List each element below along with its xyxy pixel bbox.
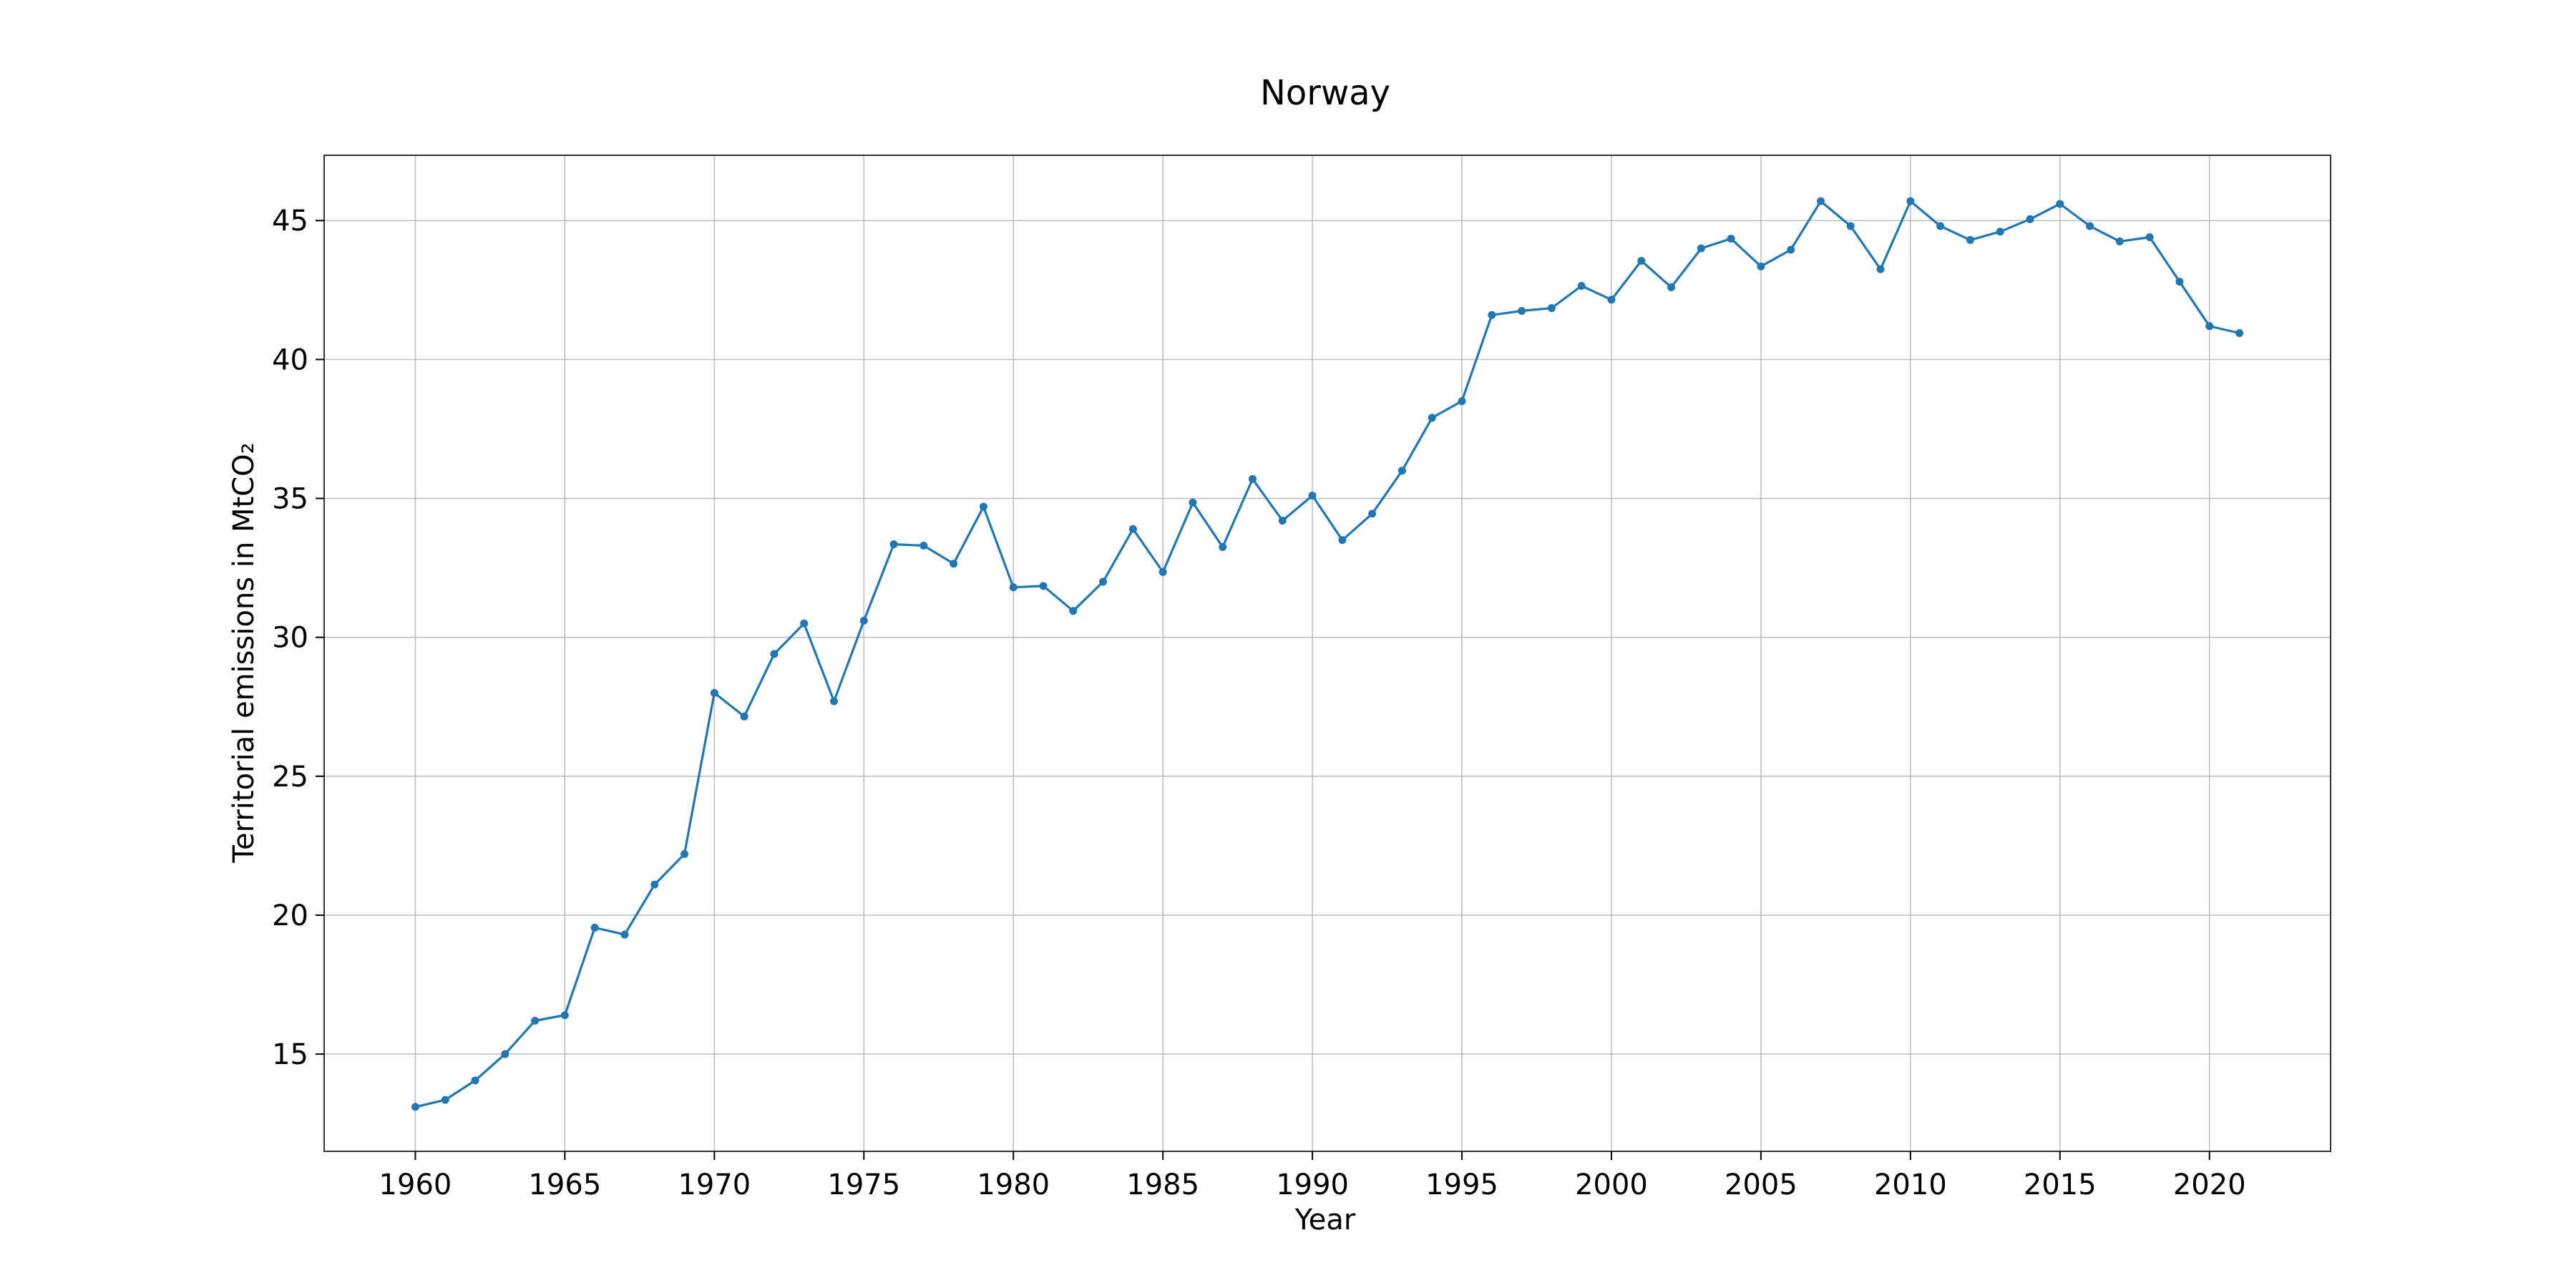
- data-point: [1817, 197, 1825, 205]
- data-point: [2086, 222, 2094, 230]
- data-point: [531, 1017, 540, 1025]
- data-point: [560, 1011, 569, 1020]
- data-point: [1876, 265, 1885, 273]
- y-tick-label: 15: [272, 1038, 308, 1071]
- x-tick-label: 1990: [1276, 1169, 1349, 1201]
- x-tick-label: 2015: [2024, 1169, 2097, 1201]
- data-point: [1787, 245, 1795, 254]
- data-point: [1278, 517, 1287, 525]
- grid: [324, 155, 2331, 1151]
- y-tick-label: 45: [272, 205, 308, 238]
- data-point: [1966, 235, 1974, 244]
- data-point: [2056, 200, 2064, 208]
- x-tick-label: 1960: [379, 1169, 452, 1201]
- x-tick-label: 2005: [1724, 1169, 1797, 1201]
- series-layer: [411, 197, 2244, 1111]
- data-point: [1697, 244, 1705, 253]
- data-point: [1936, 222, 1945, 230]
- data-point: [471, 1076, 479, 1085]
- data-point: [859, 616, 868, 625]
- x-axis-label: Year: [1294, 1204, 1356, 1236]
- y-tick-label: 20: [272, 899, 308, 932]
- data-point: [770, 650, 779, 658]
- data-point: [1069, 607, 1078, 615]
- data-point: [950, 560, 958, 568]
- x-tick-label: 1975: [827, 1169, 900, 1201]
- data-point: [800, 619, 809, 628]
- data-point: [889, 540, 898, 549]
- data-point: [1996, 228, 2004, 236]
- y-tick-label: 35: [272, 483, 308, 516]
- data-point: [1577, 281, 1586, 290]
- data-point: [979, 502, 987, 511]
- data-point: [620, 930, 629, 939]
- x-tick-label: 1985: [1126, 1169, 1199, 1201]
- data-point: [650, 880, 659, 889]
- chart-title: Norway: [1260, 73, 1390, 113]
- data-point: [1099, 577, 1108, 586]
- y-tick-label: 40: [272, 343, 308, 376]
- data-point: [2205, 322, 2214, 331]
- data-point: [1458, 397, 1466, 406]
- data-point: [1397, 467, 1406, 475]
- data-point: [2145, 233, 2154, 242]
- x-tick-label: 2020: [2173, 1169, 2246, 1201]
- data-point: [1249, 474, 1257, 483]
- data-point: [1488, 311, 1496, 319]
- data-point: [2175, 278, 2184, 286]
- x-tick-label: 2000: [1575, 1169, 1648, 1201]
- data-point: [710, 688, 718, 697]
- data-point: [1308, 492, 1317, 500]
- plot-frame: [323, 155, 2331, 1152]
- x-tick-label: 2010: [1874, 1169, 1947, 1201]
- data-point: [2235, 329, 2244, 338]
- data-point: [1158, 567, 1167, 576]
- data-point: [1727, 234, 1735, 243]
- data-point: [1906, 197, 1915, 205]
- data-point: [1189, 498, 1197, 507]
- series-line: [415, 200, 2240, 1108]
- y-tick-label: 30: [272, 622, 308, 655]
- y-tick-label: 25: [272, 761, 308, 794]
- data-point: [680, 850, 689, 859]
- data-point: [1368, 509, 1377, 518]
- y-axis-label: Territorial emissions in MtCO₂: [228, 442, 260, 863]
- data-point: [1219, 542, 1227, 551]
- x-tick-label: 1995: [1425, 1169, 1498, 1201]
- data-point: [590, 923, 599, 932]
- data-point: [919, 542, 928, 550]
- data-point: [501, 1050, 509, 1058]
- data-point: [1128, 525, 1137, 533]
- data-point: [1039, 582, 1048, 590]
- data-point: [740, 712, 748, 721]
- data-point: [1757, 262, 1765, 270]
- x-tick-label: 1980: [977, 1169, 1050, 1201]
- x-tick-label: 1970: [678, 1169, 751, 1201]
- data-point: [2026, 215, 2034, 223]
- data-point: [1846, 222, 1855, 230]
- data-point: [1667, 283, 1676, 291]
- data-point: [441, 1096, 449, 1104]
- data-point: [1338, 536, 1347, 545]
- data-point: [2115, 237, 2124, 245]
- data-point: [1637, 257, 1646, 265]
- x-tick-label: 1965: [528, 1169, 601, 1201]
- data-point: [829, 697, 838, 706]
- ticks: 1960 1965 1970 1975 1980 1985 1990 1995 2000 2005…: [272, 205, 2246, 1201]
- data-point: [1547, 304, 1556, 313]
- data-point: [1428, 414, 1436, 422]
- data-point: [1518, 306, 1526, 315]
- data-point: [1009, 583, 1018, 592]
- data-point: [411, 1103, 419, 1111]
- data-point: [1607, 296, 1616, 304]
